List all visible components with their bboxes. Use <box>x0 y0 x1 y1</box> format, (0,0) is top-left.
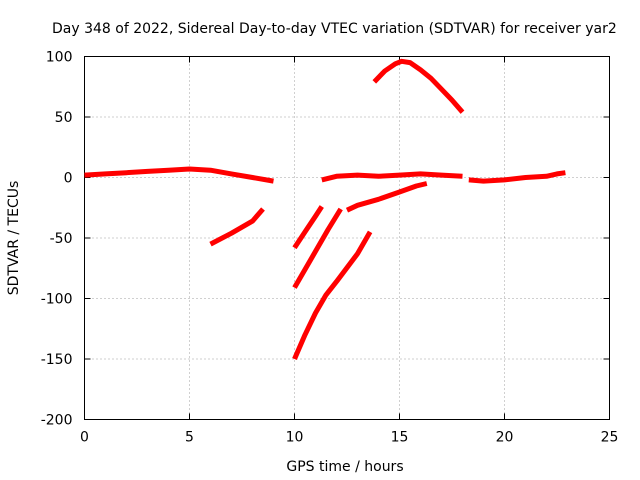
x-tick-label: 10 <box>286 430 304 446</box>
axes: 0 5 10 15 20 25 -200 -150 -100 -50 0 50 100 <box>41 50 619 446</box>
y-tick-label: -50 <box>50 231 73 247</box>
x-tick-label: 15 <box>391 430 409 446</box>
series-group <box>84 58 566 360</box>
x-tick-label: 20 <box>496 430 514 446</box>
y-tick-label: -100 <box>41 292 73 308</box>
x-tick-label: 25 <box>601 430 619 446</box>
y-axis-label: SDTVAR / TECUs <box>6 181 22 296</box>
series-line <box>292 205 324 250</box>
plot-frame <box>84 56 610 420</box>
y-tick-label: -150 <box>41 352 73 368</box>
series-line <box>321 171 463 183</box>
series-line <box>372 58 465 114</box>
x-axis-label: GPS time / hours <box>286 459 403 475</box>
grid <box>84 56 610 420</box>
y-tick-label: -200 <box>41 413 73 429</box>
y-tick-label: 0 <box>64 171 73 187</box>
series-line <box>345 181 428 213</box>
series-line <box>292 230 373 360</box>
x-tick-label: 5 <box>185 430 194 446</box>
chart-title: Day 348 of 2022, Sidereal Day-to-day VTE… <box>52 21 617 37</box>
series-line <box>209 207 265 247</box>
x-tick-label: 0 <box>80 430 89 446</box>
series-line <box>84 166 274 184</box>
series-line <box>292 207 343 289</box>
series-line <box>468 170 566 184</box>
y-tick-label: 50 <box>55 110 73 126</box>
y-tick-label: 100 <box>46 50 73 66</box>
